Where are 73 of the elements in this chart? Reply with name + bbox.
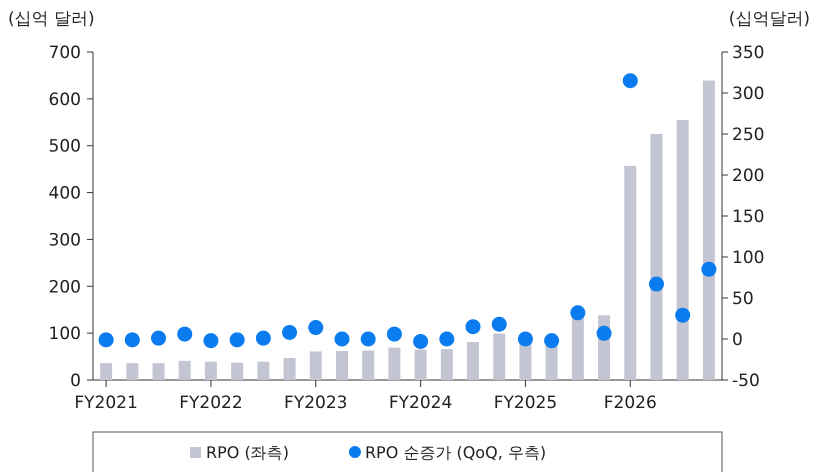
- point: [230, 332, 245, 348]
- point: [466, 319, 481, 334]
- bar: [546, 343, 558, 380]
- bar: [231, 362, 244, 380]
- point: [282, 324, 298, 340]
- point: [124, 332, 140, 348]
- y-tick-label: 200: [48, 277, 81, 298]
- bar: [440, 349, 453, 380]
- point: [413, 334, 428, 349]
- point: [570, 305, 586, 320]
- x-tick-label: FY2022: [179, 393, 243, 413]
- y-tick-label: 600: [48, 90, 81, 110]
- y2-axis-title: (십억달러): [728, 9, 810, 29]
- point: [98, 332, 114, 348]
- y2-tick-label: 150: [732, 207, 764, 227]
- y2-tick-label: 100: [732, 248, 764, 268]
- x-tick-label: F2026: [604, 393, 657, 413]
- y-tick-label: 500: [48, 136, 81, 157]
- y2-tick-label: 350: [732, 43, 764, 63]
- point: [596, 326, 612, 341]
- bar: [414, 350, 427, 380]
- y-tick-label: 400: [48, 184, 81, 204]
- legend-label: RPO 순증가 (QoQ, 우측): [364, 443, 546, 462]
- bar: [284, 358, 296, 380]
- bar: [702, 80, 715, 380]
- y2-tick-label: 300: [732, 84, 764, 104]
- y2-tick-label: 0: [732, 330, 743, 350]
- x-tick-label: FY2024: [388, 393, 452, 413]
- y-tick-label: 0: [70, 371, 81, 391]
- point: [675, 308, 690, 323]
- point: [203, 333, 218, 348]
- bar: [362, 350, 374, 380]
- bar: [624, 166, 636, 380]
- y-tick-label: 300: [48, 230, 81, 250]
- point: [151, 330, 166, 346]
- bar: [388, 348, 400, 380]
- bar: [310, 351, 322, 380]
- y-tick-label: 700: [48, 43, 81, 63]
- point: [360, 332, 376, 346]
- bar: [152, 363, 165, 380]
- bar: [100, 363, 112, 380]
- y-tick-label: 100: [48, 324, 81, 344]
- legend-label: RPO (좌측): [206, 443, 289, 462]
- point: [544, 333, 560, 348]
- point: [308, 320, 324, 336]
- bar: [204, 362, 217, 380]
- y2-tick-label: -50: [732, 371, 760, 391]
- y2-tick-label: 250: [732, 125, 764, 145]
- bar: [178, 360, 191, 380]
- x-tick-label: FY2023: [284, 393, 348, 413]
- bar: [676, 120, 689, 380]
- bar: [572, 318, 584, 380]
- point: [334, 332, 350, 346]
- x-tick-label: FY2021: [74, 393, 138, 413]
- point: [386, 326, 402, 342]
- bar: [650, 134, 662, 380]
- point: [701, 262, 716, 277]
- bar: [467, 342, 480, 380]
- bar: [493, 334, 506, 380]
- x-tick-label: FY2025: [494, 393, 558, 413]
- point: [648, 276, 664, 292]
- point: [518, 332, 533, 346]
- point: [177, 326, 192, 342]
- point: [492, 316, 507, 332]
- bar: [126, 363, 138, 380]
- bar: [257, 362, 270, 380]
- bar: [336, 350, 348, 380]
- y2-tick-label: 50: [732, 289, 754, 309]
- y-axis-title: (십억 달러): [8, 9, 95, 29]
- y2-tick-label: 200: [732, 166, 764, 186]
- point: [622, 73, 638, 88]
- point: [256, 330, 271, 346]
- point: [439, 332, 454, 346]
